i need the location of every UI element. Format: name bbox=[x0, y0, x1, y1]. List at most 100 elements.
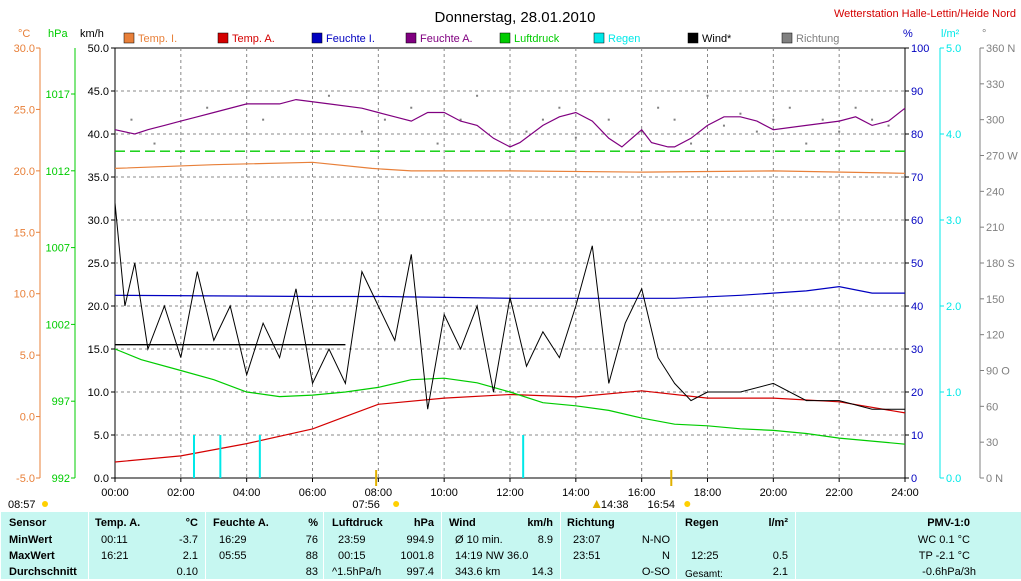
direction-dot-30 bbox=[871, 119, 873, 121]
pressure-tick-label-4: 997 bbox=[52, 396, 70, 408]
temp-tick-label-6: 0.0 bbox=[20, 412, 35, 424]
direction-tick-label-12: 0 N bbox=[986, 473, 1003, 485]
direction-dot-4 bbox=[328, 95, 330, 97]
time-tick-label-2: 04:00 bbox=[233, 487, 261, 499]
temp-tick-label-4: 10.0 bbox=[14, 289, 35, 301]
rain-total-value: 2.1 bbox=[773, 566, 788, 579]
direction-tick-label-1: 330 bbox=[986, 79, 1004, 91]
wind-avg10-value: 8.9 bbox=[538, 534, 553, 547]
direction-dot-22 bbox=[739, 113, 741, 115]
humidity-tick-label-8: 20 bbox=[911, 387, 923, 399]
row-label-min: MinWert bbox=[9, 534, 52, 547]
wind-unit-label: km/h bbox=[80, 28, 104, 40]
legend-swatch-2 bbox=[312, 33, 322, 43]
time-tick-label-8: 16:00 bbox=[628, 487, 656, 499]
direction-dot-1 bbox=[154, 143, 156, 145]
sunset-icon bbox=[684, 501, 690, 507]
rain-tick-label-2: 3.0 bbox=[946, 215, 961, 227]
legend-label-2: Feuchte I. bbox=[326, 33, 375, 45]
temp-tick-label-0: 30.0 bbox=[14, 43, 35, 55]
rain-tick-label-0: 5.0 bbox=[946, 43, 961, 55]
legend-swatch-4 bbox=[500, 33, 510, 43]
direction-dot-13 bbox=[558, 107, 560, 109]
temp-column: Temp. A. °C 00:11 -3.7 16:21 2.1 0.10 bbox=[88, 512, 206, 579]
wind-column: Wind km/h Ø 10 min. 8.9 14:19 NW 36.0 34… bbox=[441, 512, 561, 579]
direction-dot-28 bbox=[838, 131, 840, 133]
wind-tick-label-3: 35.0 bbox=[88, 172, 109, 184]
hum-avg-value: 83 bbox=[306, 566, 318, 579]
summary-panel: Sensor MinWert MaxWert Durchschnitt Temp… bbox=[0, 512, 1021, 579]
direction-tick-label-6: 180 S bbox=[986, 258, 1015, 270]
rain-total-label: Gesamt: bbox=[685, 568, 723, 581]
sunset-label: 16:54 bbox=[648, 499, 676, 511]
pressure-avg-value: 997.4 bbox=[406, 566, 434, 579]
time-tick-label-12: 24:00 bbox=[891, 487, 919, 499]
direction-min-value: N-NO bbox=[642, 534, 670, 547]
wind-header: Wind bbox=[449, 517, 476, 530]
temp-unit-label: °C bbox=[18, 28, 30, 40]
humidity-unit-label: % bbox=[903, 28, 913, 40]
pressure-max-value: 1001.8 bbox=[400, 550, 434, 563]
direction-dot-10 bbox=[476, 95, 478, 97]
humidity-column: Feuchte A. % 16:29 76 05:55 88 83 bbox=[205, 512, 324, 579]
humidity-tick-label-3: 70 bbox=[911, 172, 923, 184]
direction-min-time: 23:07 bbox=[573, 534, 601, 547]
wind-tick-label-7: 15.0 bbox=[88, 344, 109, 356]
direction-tick-label-10: 60 bbox=[986, 401, 998, 413]
rain-tick-label-1: 4.0 bbox=[946, 129, 961, 141]
legend-label-6: Wind* bbox=[702, 33, 732, 45]
rain-max-time: 12:25 bbox=[691, 550, 719, 563]
direction-dot-21 bbox=[723, 125, 725, 127]
direction-tick-label-4: 240 bbox=[986, 186, 1004, 198]
wind-tick-label-6: 20.0 bbox=[88, 301, 109, 313]
direction-dot-24 bbox=[772, 119, 774, 121]
chart-title: Donnerstag, 28.01.2010 bbox=[435, 9, 596, 26]
wind-tick-label-5: 25.0 bbox=[88, 258, 109, 270]
direction-dot-20 bbox=[707, 95, 709, 97]
rain-tick-label-3: 2.0 bbox=[946, 301, 961, 313]
humidity-tick-label-0: 100 bbox=[911, 43, 929, 55]
rain-header: Regen bbox=[685, 517, 719, 530]
temp-avg-value: 0.10 bbox=[177, 566, 198, 579]
direction-dot-18 bbox=[674, 119, 676, 121]
direction-dot-6 bbox=[384, 119, 386, 121]
time-tick-label-0: 00:00 bbox=[101, 487, 129, 499]
direction-dot-25 bbox=[789, 107, 791, 109]
direction-dot-14 bbox=[575, 137, 577, 139]
legend-label-4: Luftdruck bbox=[514, 33, 560, 45]
direction-header: Richtung bbox=[567, 517, 615, 530]
station-name: Wetterstation Halle-Lettin/Heide Nord bbox=[834, 8, 1016, 20]
humidity-tick-label-2: 80 bbox=[911, 129, 923, 141]
rain-unit-label: l/m² bbox=[941, 28, 960, 40]
legend-swatch-6 bbox=[688, 33, 698, 43]
pmv-column: PMV-1:0 WC 0.1 °C TP -2.1 °C -0.6hPa/3h bbox=[795, 512, 1021, 579]
pressure-tick-label-2: 1007 bbox=[46, 243, 70, 255]
legend-swatch-3 bbox=[406, 33, 416, 43]
direction-avg-value: O-SO bbox=[642, 566, 670, 579]
temp-max-time: 16:21 bbox=[101, 550, 129, 563]
row-label-max: MaxWert bbox=[9, 550, 55, 563]
legend-label-7: Richtung bbox=[796, 33, 839, 45]
wind-tick-label-0: 50.0 bbox=[88, 43, 109, 55]
humidity-tick-label-4: 60 bbox=[911, 215, 923, 227]
wind-tick-label-1: 45.0 bbox=[88, 86, 109, 98]
time-tick-label-10: 20:00 bbox=[760, 487, 788, 499]
wind-tick-label-9: 5.0 bbox=[94, 430, 109, 442]
rain-column: Regen l/m² 12:25 0.5 Gesamt: 2.1 bbox=[676, 512, 796, 579]
legend-swatch-5 bbox=[594, 33, 604, 43]
temp-max-value: 2.1 bbox=[183, 550, 198, 563]
sunrise-icon bbox=[393, 501, 399, 507]
hum-min-time: 16:29 bbox=[219, 534, 247, 547]
pressure-tick-label-5: 992 bbox=[52, 473, 70, 485]
legend-label-0: Temp. I. bbox=[138, 33, 177, 45]
hum-unit: % bbox=[308, 517, 318, 530]
direction-dot-2 bbox=[206, 107, 208, 109]
solar-noon-label: 14:38 bbox=[601, 499, 629, 511]
direction-dot-31 bbox=[888, 125, 890, 127]
wind-avg10-label: Ø 10 min. bbox=[455, 534, 503, 547]
wind-max: 14:19 NW 36.0 bbox=[455, 550, 528, 563]
humidity-tick-label-6: 40 bbox=[911, 301, 923, 313]
weather-chart: Donnerstag, 28.01.2010 Wetterstation Hal… bbox=[0, 0, 1021, 512]
temp-unit: °C bbox=[186, 517, 198, 530]
direction-tick-label-7: 150 bbox=[986, 294, 1004, 306]
